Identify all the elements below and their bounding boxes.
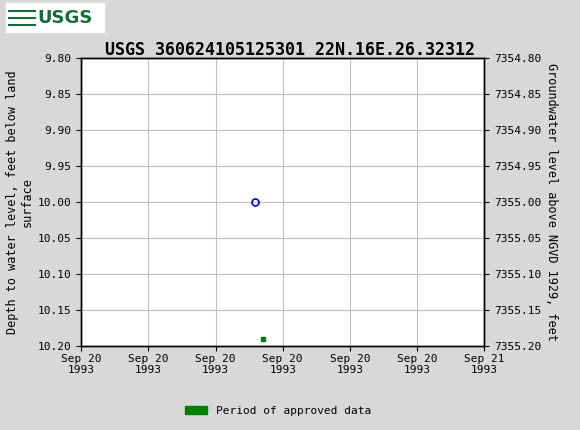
Legend: Period of approved data: Period of approved data [181,401,376,420]
Text: USGS: USGS [38,9,93,27]
Bar [6,3,104,32]
Y-axis label: Groundwater level above NGVD 1929, feet: Groundwater level above NGVD 1929, feet [545,63,559,341]
Text: USGS 360624105125301 22N.16E.26.32312: USGS 360624105125301 22N.16E.26.32312 [105,41,475,59]
Y-axis label: Depth to water level, feet below land
surface: Depth to water level, feet below land su… [6,70,34,334]
